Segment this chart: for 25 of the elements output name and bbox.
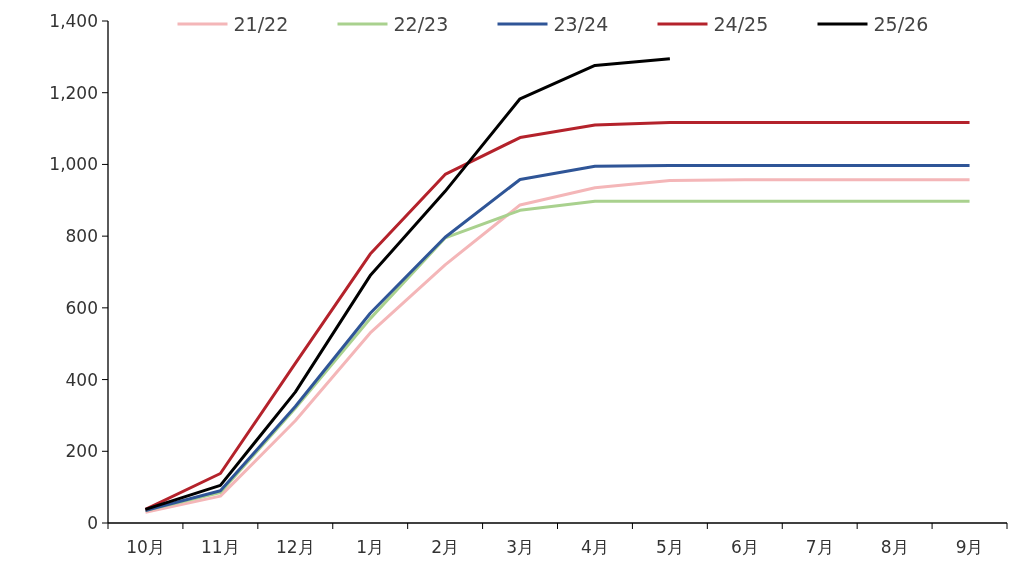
x-tick-label: 6月 [730,537,759,557]
x-tick-label: 2月 [431,537,460,557]
x-tick-label: 8月 [880,537,909,557]
y-tick-label: 0 [87,513,98,533]
y-tick-label: 400 [65,369,98,390]
x-tick-label: 12月 [275,537,315,557]
y-tick-label: 600 [65,297,98,318]
legend-label: 24/25 [713,13,769,35]
legend-label: 25/26 [873,13,929,35]
x-tick-label: 9月 [955,537,984,557]
x-tick-label: 1月 [356,537,385,557]
y-tick-label: 1,000 [49,154,98,175]
y-tick-label: 800 [65,226,98,247]
x-tick-label: 4月 [581,537,609,557]
x-tick-label: 3月 [506,537,534,557]
y-tick-label: 1,200 [49,82,98,103]
y-tick-label: 200 [65,441,98,462]
legend-label: 22/23 [393,13,449,35]
x-tick-label: 10月 [126,537,165,557]
legend-label: 21/22 [233,13,289,35]
x-tick-label: 11月 [201,537,240,557]
x-tick-label: 5月 [655,537,684,557]
y-tick-label: 1,400 [49,11,98,31]
legend-label: 23/24 [553,13,609,35]
x-tick-label: 7月 [805,537,834,557]
